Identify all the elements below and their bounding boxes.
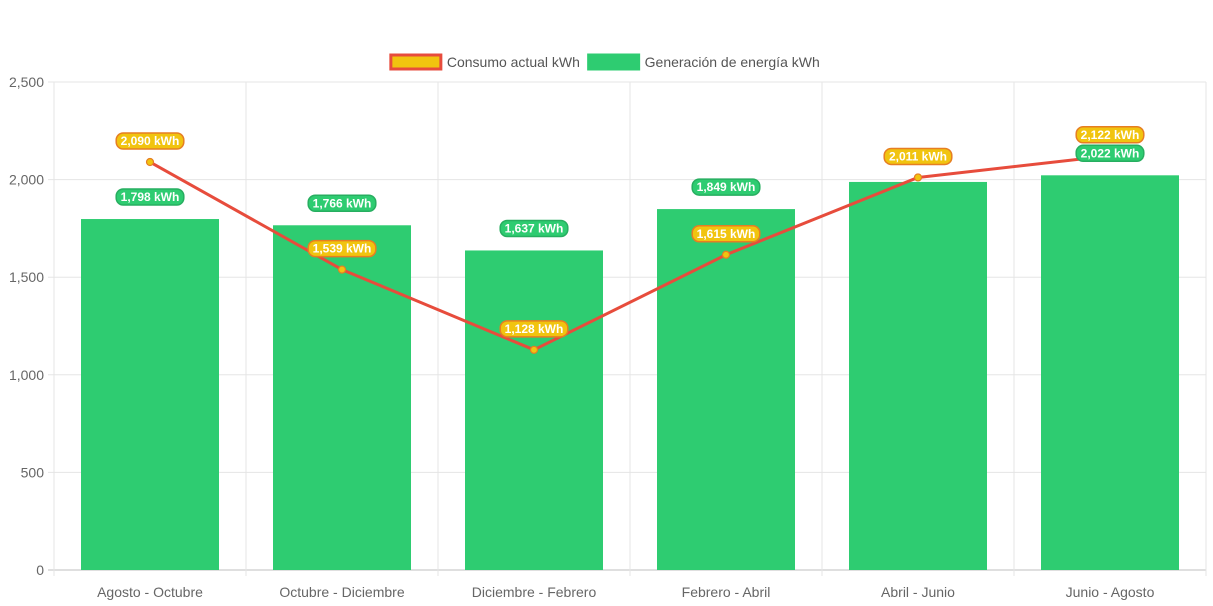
- bar-data-label: 1,849 kWh: [691, 178, 761, 196]
- x-tick-label: Junio - Agosto: [1066, 584, 1155, 600]
- bar-data-label-text: 1,637 kWh: [505, 221, 564, 235]
- bar-data-label-bg: [1075, 144, 1145, 163]
- line-data-label-bg: [115, 132, 185, 150]
- y-tick-label: 1,000: [9, 367, 44, 383]
- bar[interactable]: [1041, 175, 1179, 570]
- bar-data-label-text: 1,849 kWh: [697, 180, 756, 194]
- bar-data-label-bg: [115, 188, 185, 206]
- line-data-label-bg: [1075, 126, 1145, 144]
- line-data-label-bg: [307, 239, 377, 258]
- line-data-label-bg: [883, 147, 953, 166]
- legend-label: Consumo actual kWh: [447, 54, 580, 70]
- line-data-label: 1,539 kWh: [307, 239, 377, 258]
- x-tick-label: Agosto - Octubre: [97, 584, 203, 600]
- bar-data-label-bg: [307, 194, 377, 213]
- line-data-label-text: 1,128 kWh: [505, 322, 564, 336]
- line-data-label: 2,122 kWh: [1075, 126, 1145, 144]
- line-data-label-text: 2,090 kWh: [121, 134, 180, 148]
- line-point[interactable]: [337, 265, 347, 274]
- line-data-label-bg: [499, 320, 569, 338]
- y-tick-label: 2,500: [9, 74, 44, 90]
- line-point[interactable]: [145, 157, 155, 167]
- bar[interactable]: [657, 209, 795, 570]
- line-data-label: 1,128 kWh: [499, 320, 569, 338]
- bar-data-label-bg: [499, 219, 569, 238]
- line-data-label: 2,011 kWh: [883, 147, 953, 166]
- x-tick-label: Abril - Junio: [881, 584, 955, 600]
- y-axis: 0 500 1,000 1,500 2,000 2,500: [9, 74, 44, 578]
- y-tick-label: 1,500: [9, 269, 44, 285]
- x-tick-label: Febrero - Abril: [682, 584, 771, 600]
- bar[interactable]: [81, 219, 219, 570]
- x-tick-label: Octubre - Diciembre: [279, 584, 404, 600]
- line-point[interactable]: [721, 250, 731, 259]
- line-data-label-text: 2,122 kWh: [1081, 128, 1140, 142]
- bar[interactable]: [849, 181, 987, 571]
- line-point[interactable]: [529, 345, 539, 354]
- data-labels: 1,798 kWh 1,766 kWh 1,637 kWh 1,849 kWh 2,02…: [115, 126, 1145, 338]
- y-tick-label: 0: [36, 562, 44, 578]
- legend-swatch: [587, 53, 641, 71]
- line-data-label: 2,090 kWh: [115, 132, 185, 150]
- bar-data-label: 1,766 kWh: [307, 194, 377, 213]
- y-tick-label: 500: [21, 464, 45, 480]
- bar-data-label: 1,798 kWh: [115, 188, 185, 206]
- legend-label: Generación de energía kWh: [645, 54, 820, 70]
- legend-item[interactable]: Consumo actual kWh: [389, 53, 580, 71]
- legend-swatch: [389, 53, 443, 71]
- x-tick-label: Diciembre - Febrero: [472, 584, 597, 600]
- bar-series: [81, 175, 1179, 571]
- bar-data-label: 2,022 kWh: [1075, 144, 1145, 163]
- grid-layer: [48, 81, 1207, 576]
- bar-data-label-bg: [691, 178, 761, 196]
- line-data-label-text: 1,615 kWh: [697, 227, 756, 241]
- line-data-label-bg: [691, 225, 761, 243]
- bar-data-label-text: 1,798 kWh: [121, 190, 180, 204]
- line-data-label-text: 2,011 kWh: [889, 149, 947, 163]
- line-point[interactable]: [913, 173, 923, 182]
- bar-data-label-text: 1,766 kWh: [313, 196, 372, 210]
- legend-item[interactable]: Generación de energía kWh: [587, 53, 820, 71]
- bar[interactable]: [465, 250, 603, 571]
- bar-data-label: 1,637 kWh: [499, 219, 569, 238]
- bar-data-label-text: 2,022 kWh: [1081, 146, 1140, 160]
- line-data-label: 1,615 kWh: [691, 225, 761, 243]
- y-tick-label: 2,000: [9, 172, 44, 188]
- bar[interactable]: [273, 225, 411, 570]
- line-data-label-text: 1,539 kWh: [313, 242, 372, 256]
- legend[interactable]: Consumo actual kWh Generación de energía …: [389, 53, 820, 71]
- x-axis: Agosto - Octubre Octubre - Diciembre Dicie…: [97, 584, 1154, 600]
